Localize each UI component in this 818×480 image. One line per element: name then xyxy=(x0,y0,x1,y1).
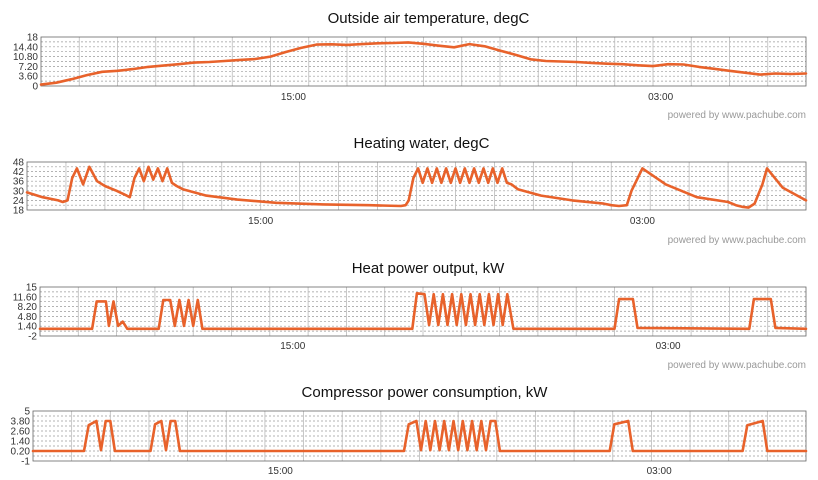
y-tick-label: 18 xyxy=(13,206,25,217)
series-line xyxy=(31,419,808,453)
x-tick-label: 15:00 xyxy=(280,341,305,352)
chart-title: Outside air temperature, degC xyxy=(328,10,530,27)
x-tick-label: 03:00 xyxy=(648,92,673,103)
y-tick-label: 24 xyxy=(13,196,25,207)
series-line xyxy=(25,165,808,209)
y-tick-label: 0 xyxy=(32,82,38,93)
y-tick-label: 15 xyxy=(26,283,38,294)
y-tick-label: 18 xyxy=(27,33,39,44)
x-tick-label: 03:00 xyxy=(630,216,655,227)
x-tick-label: 15:00 xyxy=(268,466,293,477)
y-tick-label: 14.40 xyxy=(13,42,38,53)
credit-text: powered by www.pachube.com xyxy=(668,110,806,121)
y-tick-label: 0.20 xyxy=(11,447,31,458)
chart-title: Heating water, degC xyxy=(354,135,490,152)
y-tick-label: -1 xyxy=(21,457,30,468)
chart-title: Heat power output, kW xyxy=(352,260,505,277)
y-tick-label: 48 xyxy=(13,158,25,169)
y-tick-label: 10.80 xyxy=(13,52,38,63)
plot-frame xyxy=(39,286,807,337)
credit-text: powered by www.pachube.com xyxy=(668,235,806,246)
x-tick-label: 15:00 xyxy=(281,92,306,103)
y-tick-label: 11.60 xyxy=(13,292,38,303)
y-tick-label: 2.60 xyxy=(11,427,31,438)
plot-frame xyxy=(26,161,807,211)
credit-text: powered by www.pachube.com xyxy=(668,360,806,371)
y-tick-label: 8.20 xyxy=(18,302,38,313)
y-tick-label: 4.80 xyxy=(18,312,38,323)
y-tick-label: 42 xyxy=(13,167,25,178)
plot-frame xyxy=(32,410,807,462)
y-tick-label: 7.20 xyxy=(19,62,39,73)
y-tick-label: 30 xyxy=(13,186,25,197)
y-tick-label: 1.40 xyxy=(11,437,31,448)
y-tick-label: 3.60 xyxy=(19,72,39,83)
y-tick-label: 36 xyxy=(13,177,25,188)
series-line xyxy=(39,41,808,86)
y-tick-label: 5 xyxy=(24,407,30,418)
x-tick-label: 03:00 xyxy=(656,341,681,352)
y-tick-label: 3.80 xyxy=(11,417,31,428)
plot-frame xyxy=(40,36,807,87)
x-tick-label: 03:00 xyxy=(647,466,672,477)
chart-title: Compressor power consumption, kW xyxy=(302,384,549,401)
y-tick-label: 1.40 xyxy=(18,322,38,333)
series-line xyxy=(38,291,808,331)
y-tick-label: -2 xyxy=(28,332,37,343)
x-tick-label: 15:00 xyxy=(248,216,273,227)
